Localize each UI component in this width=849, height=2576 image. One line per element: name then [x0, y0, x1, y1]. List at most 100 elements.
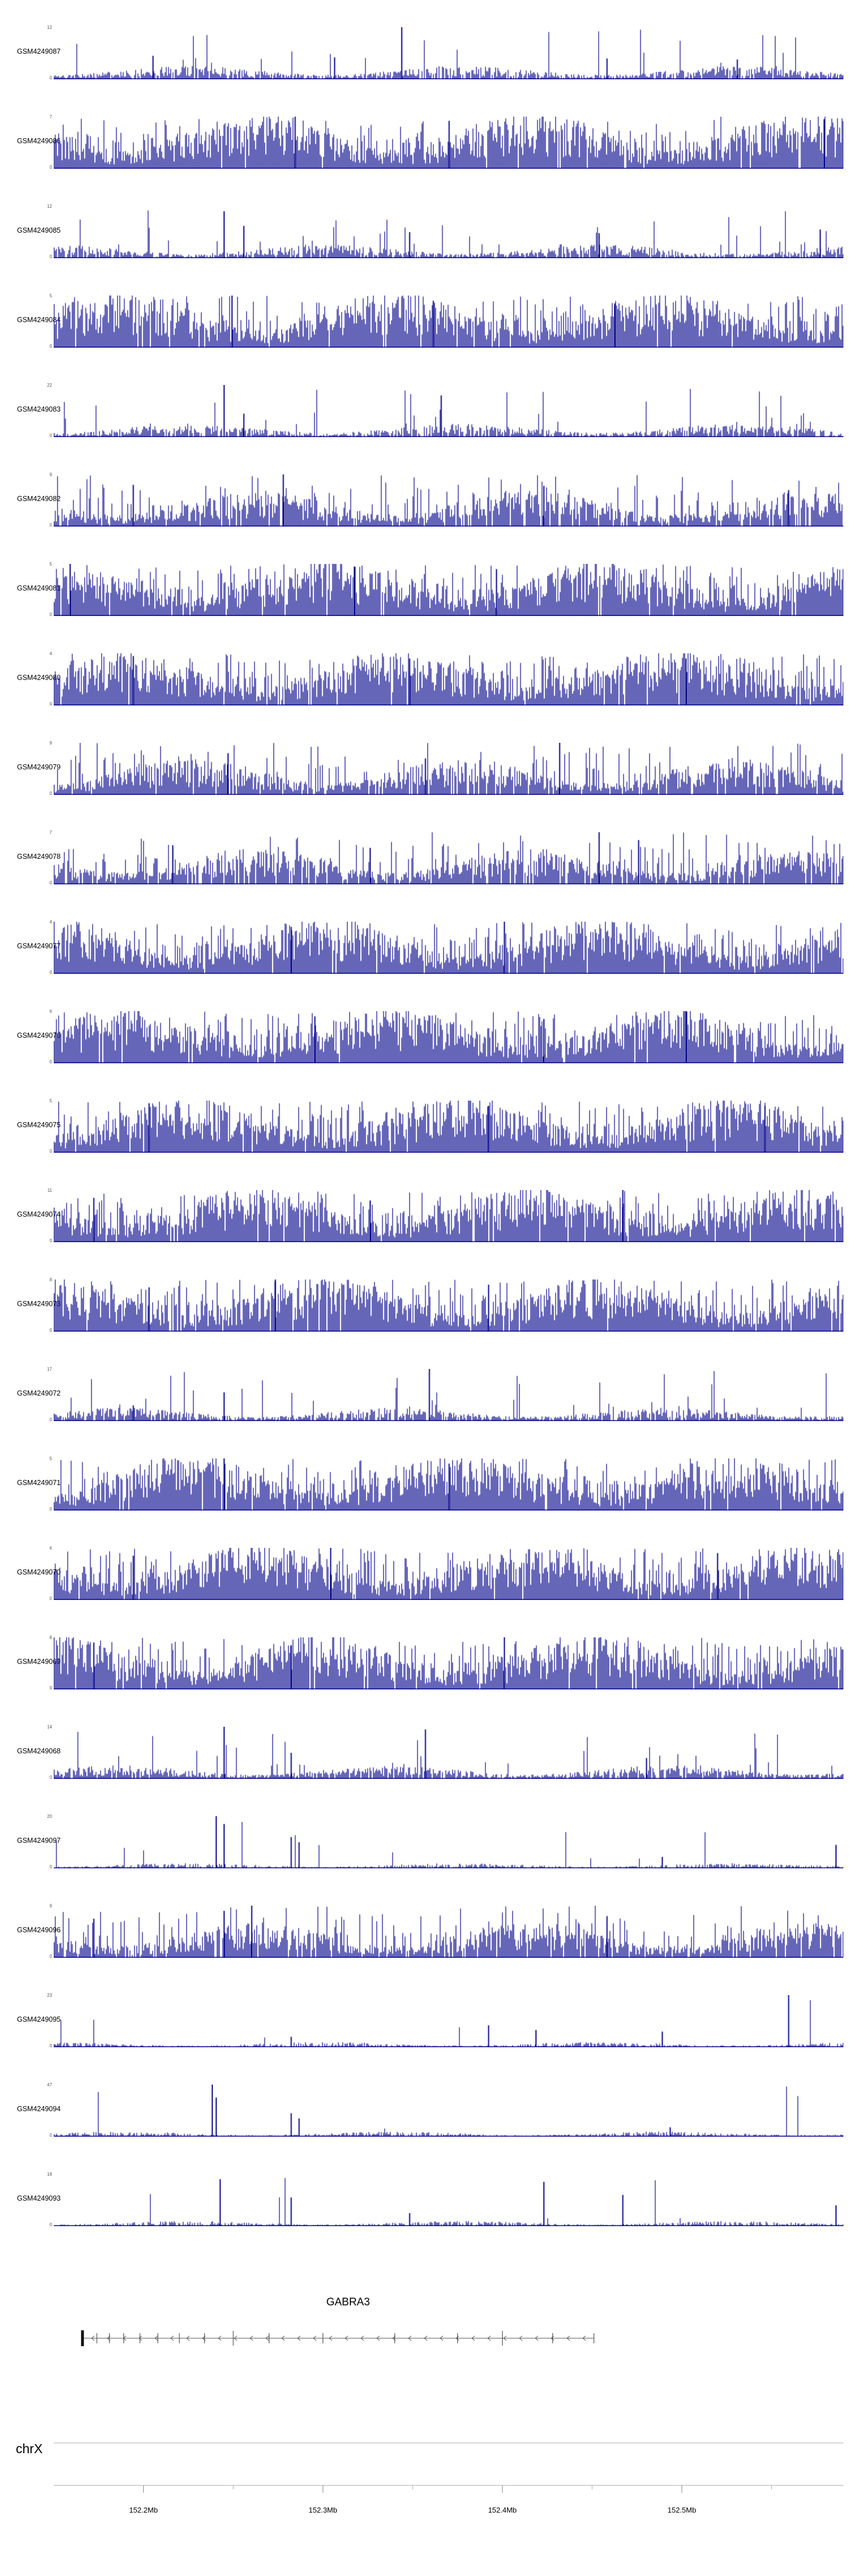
track-row-GSM4249077: GSM4249077 4 0	[0, 912, 849, 1001]
strand-arrow-icon	[186, 2335, 190, 2341]
strand-arrow-icon	[518, 2335, 523, 2341]
strand-arrow-icon	[312, 2335, 317, 2341]
track-row-GSM4249074: GSM4249074 11 0	[0, 1180, 849, 1269]
track-row-GSM4249069: GSM4249069 8 0	[0, 1627, 849, 1717]
coverage-plot: 18 0	[47, 2172, 843, 2227]
y-axis-max-label: 12	[47, 25, 52, 30]
track-label: GSM4249074	[17, 1210, 61, 1218]
y-axis-min-label: 0	[49, 701, 52, 707]
coverage-plot: 20 0	[47, 1815, 843, 1869]
y-axis-max-label: 8	[49, 1277, 52, 1282]
coverage-plot: 12 0	[47, 25, 843, 80]
y-axis-min-label: 0	[49, 880, 52, 885]
coverage-plot: 22 0	[47, 383, 843, 438]
y-axis-min-label: 0	[49, 1059, 52, 1064]
coverage-signal-canvas	[54, 743, 843, 795]
track-row-GSM4249085: GSM4249085 12 0	[0, 196, 849, 285]
track-label: GSM4249075	[17, 1121, 61, 1129]
track-row-GSM4249072: GSM4249072 17 0	[0, 1359, 849, 1448]
coverage-signal-canvas	[54, 206, 843, 258]
y-axis-max-label: 20	[47, 1814, 52, 1819]
strand-arrow-icon	[217, 2335, 222, 2341]
y-axis-min-label: 0	[49, 1775, 52, 1780]
track-label: GSM4249081	[17, 584, 61, 592]
y-axis-max-label: 6	[49, 1546, 52, 1551]
track-label: GSM4249072	[17, 1389, 61, 1397]
y-axis-max-label: 4	[49, 651, 52, 656]
coverage-signal-canvas	[54, 1280, 843, 1332]
track-row-GSM4249094: GSM4249094 47 0	[0, 2074, 849, 2164]
y-axis-min-label: 0	[49, 1596, 52, 1601]
y-axis-min-label: 0	[49, 2222, 52, 2227]
strand-arrow-icon	[170, 2335, 174, 2341]
strand-arrow-icon	[328, 2335, 333, 2341]
track-label: GSM4249070	[17, 1568, 61, 1576]
chromosome-label: chrX	[16, 2441, 43, 2456]
strand-arrow-icon	[281, 2335, 285, 2341]
y-axis-min-label: 0	[49, 1507, 52, 1512]
coverage-signal-canvas	[54, 1101, 843, 1153]
track-row-GSM4249086: GSM4249086 7 0	[0, 106, 849, 196]
y-axis-min-label: 0	[49, 612, 52, 617]
coverage-signal-canvas	[54, 2174, 843, 2226]
strand-arrow-icon	[154, 2335, 158, 2341]
track-label: GSM4249082	[17, 495, 61, 503]
track-label: GSM4249083	[17, 405, 61, 413]
y-axis-min-label: 0	[49, 970, 52, 975]
y-axis-max-label: 9	[49, 1903, 52, 1909]
strand-arrow-icon	[91, 2335, 95, 2341]
y-axis-max-label: 11	[47, 1188, 52, 1193]
track-label: GSM4249073	[17, 1300, 61, 1308]
coverage-signal-canvas	[54, 832, 843, 884]
y-axis-max-label: 9	[49, 472, 52, 477]
track-label: GSM4249095	[17, 2016, 61, 2023]
ruler-tick-label: 152.2Mb	[129, 2506, 158, 2514]
ruler-tick-label: 152.5Mb	[667, 2506, 696, 2514]
track-label: GSM4249093	[17, 2194, 61, 2202]
y-axis-min-label: 0	[49, 791, 52, 796]
strand-arrow-icon	[360, 2335, 365, 2341]
strand-arrow-icon	[503, 2335, 507, 2341]
y-axis-max-label: 5	[49, 293, 52, 298]
y-axis-min-label: 0	[49, 1417, 52, 1422]
strand-arrow-icon	[233, 2335, 238, 2341]
strand-arrow-icon	[249, 2335, 254, 2341]
track-row-GSM4249079: GSM4249079 9 0	[0, 733, 849, 822]
track-row-GSM4249073: GSM4249073 8 0	[0, 1269, 849, 1359]
track-label: GSM4249085	[17, 226, 61, 234]
track-label: GSM4249077	[17, 942, 61, 950]
track-label: GSM4249079	[17, 763, 61, 771]
coverage-signal-canvas	[54, 1548, 843, 1600]
y-axis-max-label: 6	[49, 1009, 52, 1014]
track-row-GSM4249096: GSM4249096 9 0	[0, 1895, 849, 1985]
y-axis-max-label: 5	[49, 1456, 52, 1461]
coverage-plot: 17 0	[47, 1367, 843, 1422]
y-axis-max-label: 47	[47, 2082, 52, 2087]
y-axis-max-label: 7	[49, 114, 52, 119]
coverage-signal-canvas	[54, 1816, 843, 1868]
track-label: GSM4249076	[17, 1032, 61, 1039]
coverage-signal-canvas	[54, 653, 843, 705]
track-row-GSM4249083: GSM4249083 22 0	[0, 375, 849, 464]
y-axis-min-label: 0	[49, 1685, 52, 1691]
y-axis-max-label: 14	[47, 1725, 52, 1730]
coverage-signal-canvas	[54, 1727, 843, 1779]
y-axis-min-label: 0	[49, 254, 52, 259]
coverage-signal-canvas	[54, 1906, 843, 1958]
coverage-signal-canvas	[54, 1011, 843, 1063]
gene-model	[81, 2330, 594, 2346]
ruler-tick-label: 152.3Mb	[308, 2506, 337, 2514]
coverage-plot: 12 0	[47, 204, 843, 259]
track-row-GSM4249087: GSM4249087 12 0	[0, 17, 849, 106]
strand-arrow-icon	[408, 2335, 412, 2341]
y-axis-min-label: 0	[49, 1149, 52, 1154]
track-row-GSM4249080: GSM4249080 4 0	[0, 643, 849, 733]
coverage-signal-canvas	[54, 1458, 843, 1510]
coverage-plot: 47 0	[47, 2083, 843, 2138]
